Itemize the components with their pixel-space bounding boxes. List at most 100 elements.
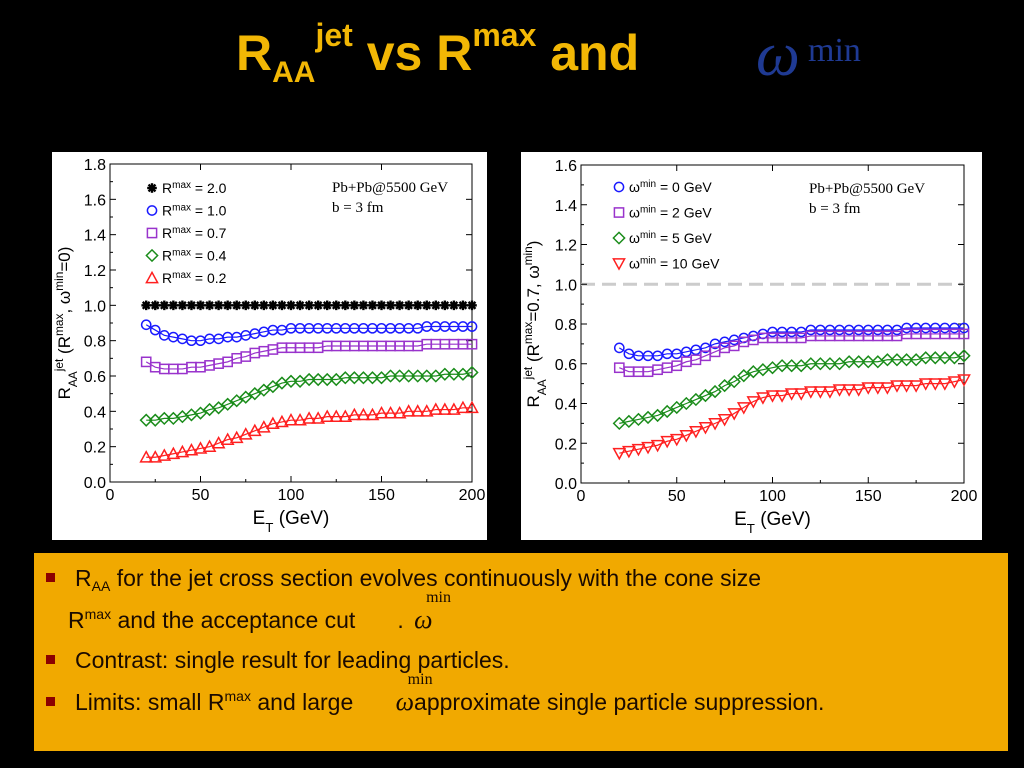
data-point <box>311 411 326 424</box>
data-point <box>660 435 675 449</box>
axis-label-part: AA <box>535 379 549 395</box>
title-and: and <box>536 25 640 81</box>
series-line <box>619 333 964 373</box>
data-point <box>340 300 351 311</box>
data-point <box>880 382 895 395</box>
y-tick-label: 1.6 <box>555 158 577 175</box>
data-point <box>870 382 885 395</box>
axis-label-part: =0.7, ω <box>524 265 543 321</box>
bullet-1-r: R <box>75 565 92 591</box>
star-stroke <box>350 301 359 310</box>
legend-label-part: min <box>640 204 656 215</box>
data-point <box>302 372 316 387</box>
y-tick-label: 1.4 <box>555 198 577 215</box>
legend-label: Rmax = 0.7 <box>162 225 227 242</box>
bullet-3-omega-min: min <box>407 671 433 688</box>
data-point <box>365 371 380 385</box>
star-stroke <box>286 301 296 310</box>
star-stroke <box>187 301 196 310</box>
legend-label-part: = 0.7 <box>191 225 227 241</box>
data-point <box>392 405 407 419</box>
data-point <box>737 369 751 383</box>
data-point <box>220 397 235 411</box>
data-point <box>157 411 171 426</box>
data-point <box>231 300 242 311</box>
right-chart-panel: 0.0 0.2 0.4 0.6 0.8 1.0 1.2 1.4 1.6 0 50 100 150 200 E… <box>521 152 982 540</box>
bullet-1-line-1: RAA for the jet cross section evolves co… <box>46 565 761 593</box>
star-stroke <box>359 301 368 310</box>
legend-label-part: = 1.0 <box>191 203 227 219</box>
star-stroke <box>458 301 468 310</box>
data-point <box>437 402 452 415</box>
axis-label-part: (R <box>524 344 543 367</box>
annotation-text: Pb+Pb@5500 GeV <box>332 180 448 196</box>
annotation-text: Pb+Pb@5500 GeV <box>809 181 925 197</box>
data-point <box>140 319 152 331</box>
legend-label-part: ω <box>629 179 640 195</box>
data-point <box>641 441 655 455</box>
data-point <box>804 357 818 371</box>
data-point <box>383 405 398 419</box>
series-line <box>618 327 964 357</box>
data-point <box>746 396 761 409</box>
bullet-3-text-3: approximate single particle suppression. <box>414 689 825 715</box>
data-point <box>374 405 389 419</box>
x-tick-label: 50 <box>192 487 210 504</box>
y-tick-label: 0.0 <box>555 476 577 493</box>
x-tick-label: 100 <box>278 487 305 504</box>
data-point <box>727 374 741 389</box>
data-point <box>338 371 352 385</box>
data-point <box>358 300 369 311</box>
data-point <box>148 450 163 463</box>
data-point <box>356 371 371 385</box>
data-point <box>401 404 416 417</box>
title-aa-subscript: AA <box>272 56 316 89</box>
y-tick-label: 0.2 <box>84 440 106 457</box>
data-point <box>823 357 837 371</box>
data-point <box>861 355 875 369</box>
data-point <box>449 300 459 311</box>
data-point <box>256 420 271 433</box>
data-point <box>257 383 271 397</box>
data-point <box>803 386 818 399</box>
axis-label-part: jet <box>52 358 66 372</box>
series-circle <box>140 319 478 347</box>
legend-label-part: ω <box>629 230 640 246</box>
star-stroke <box>178 301 187 310</box>
data-point <box>239 390 253 404</box>
data-point <box>159 300 170 311</box>
data-point <box>765 390 780 403</box>
data-point <box>428 402 443 415</box>
data-point <box>928 378 943 391</box>
data-point <box>784 388 799 401</box>
data-point <box>823 386 837 399</box>
series-diamond <box>612 349 971 431</box>
data-point <box>356 407 371 421</box>
data-point <box>295 300 305 311</box>
star-stroke <box>196 301 205 310</box>
data-point <box>139 413 153 427</box>
axis-label: ET (GeV) <box>253 508 330 535</box>
data-point <box>958 322 970 334</box>
y-tick-label: 1.2 <box>84 263 106 280</box>
data-point <box>623 348 635 360</box>
legend-label-part: max <box>172 225 191 236</box>
data-point <box>957 374 971 387</box>
data-point <box>338 409 353 422</box>
data-point <box>211 401 226 415</box>
title-r: R <box>236 25 273 81</box>
data-point <box>213 300 224 311</box>
data-point <box>622 445 636 459</box>
star-stroke <box>467 301 477 310</box>
series-line <box>145 343 472 370</box>
data-point <box>367 300 378 311</box>
data-point <box>861 382 876 395</box>
star-stroke <box>268 301 278 310</box>
legend-marker <box>145 248 159 263</box>
data-point <box>708 418 722 431</box>
series-triangle-up <box>139 400 479 463</box>
axis-label: RAAjet (Rmax=0.7, ωmin) <box>521 241 549 408</box>
star-stroke <box>322 301 332 310</box>
data-point <box>193 441 208 454</box>
data-point <box>794 388 809 401</box>
